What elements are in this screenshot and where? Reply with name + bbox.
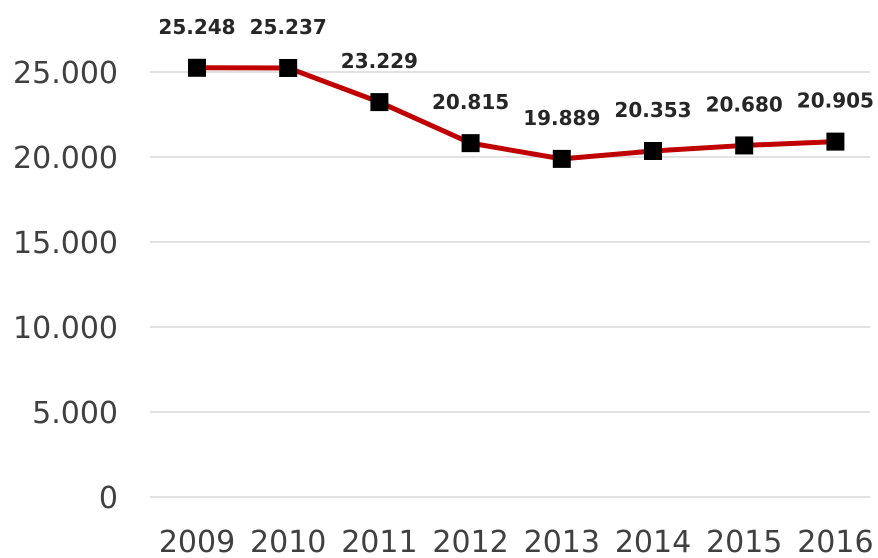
x-tick-label: 2015 xyxy=(706,525,782,558)
series-line-group xyxy=(188,58,845,168)
data-label: 20.353 xyxy=(614,98,691,122)
x-tick-label: 2014 xyxy=(615,525,691,558)
data-point-marker xyxy=(735,136,754,155)
x-tick-label: 2011 xyxy=(341,525,417,558)
gridlines xyxy=(150,71,870,498)
data-point-marker xyxy=(644,141,662,160)
series-line xyxy=(194,65,838,162)
y-axis-ticks: 0 5.000 10.000 15.000 20.000 25.000 xyxy=(13,56,118,516)
data-label: 20.815 xyxy=(432,90,509,114)
y-tick-label: 0 xyxy=(99,481,118,516)
data-label: 23.229 xyxy=(341,49,418,73)
y-tick-label: 10.000 xyxy=(13,311,118,346)
x-tick-label: 2009 xyxy=(159,525,235,558)
data-labels: 25.248 25.237 23.229 20.815 19.889 20.353 20.6… xyxy=(158,15,874,130)
data-label: 19.889 xyxy=(523,106,600,130)
x-tick-label: 2012 xyxy=(432,525,508,558)
y-tick-label: 25.000 xyxy=(13,56,118,91)
x-tick-label: 2013 xyxy=(524,525,600,558)
x-axis-ticks: 2009 2010 2011 2012 2013 2014 2015 2016 xyxy=(159,525,874,558)
y-tick-label: 5.000 xyxy=(32,396,118,431)
x-tick-label: 2010 xyxy=(250,525,326,558)
data-point-marker xyxy=(279,58,298,77)
data-label: 20.905 xyxy=(797,89,874,113)
y-tick-label: 20.000 xyxy=(13,141,118,176)
data-label: 25.248 xyxy=(158,15,235,39)
data-point-marker xyxy=(826,132,845,151)
data-label: 20.680 xyxy=(706,92,783,116)
data-point-marker xyxy=(188,58,206,77)
data-point-marker xyxy=(370,93,389,112)
data-point-marker xyxy=(552,149,571,168)
x-tick-label: 2016 xyxy=(797,525,873,558)
data-label: 25.237 xyxy=(250,15,327,39)
data-point-marker xyxy=(461,134,480,153)
y-tick-label: 15.000 xyxy=(13,226,118,261)
